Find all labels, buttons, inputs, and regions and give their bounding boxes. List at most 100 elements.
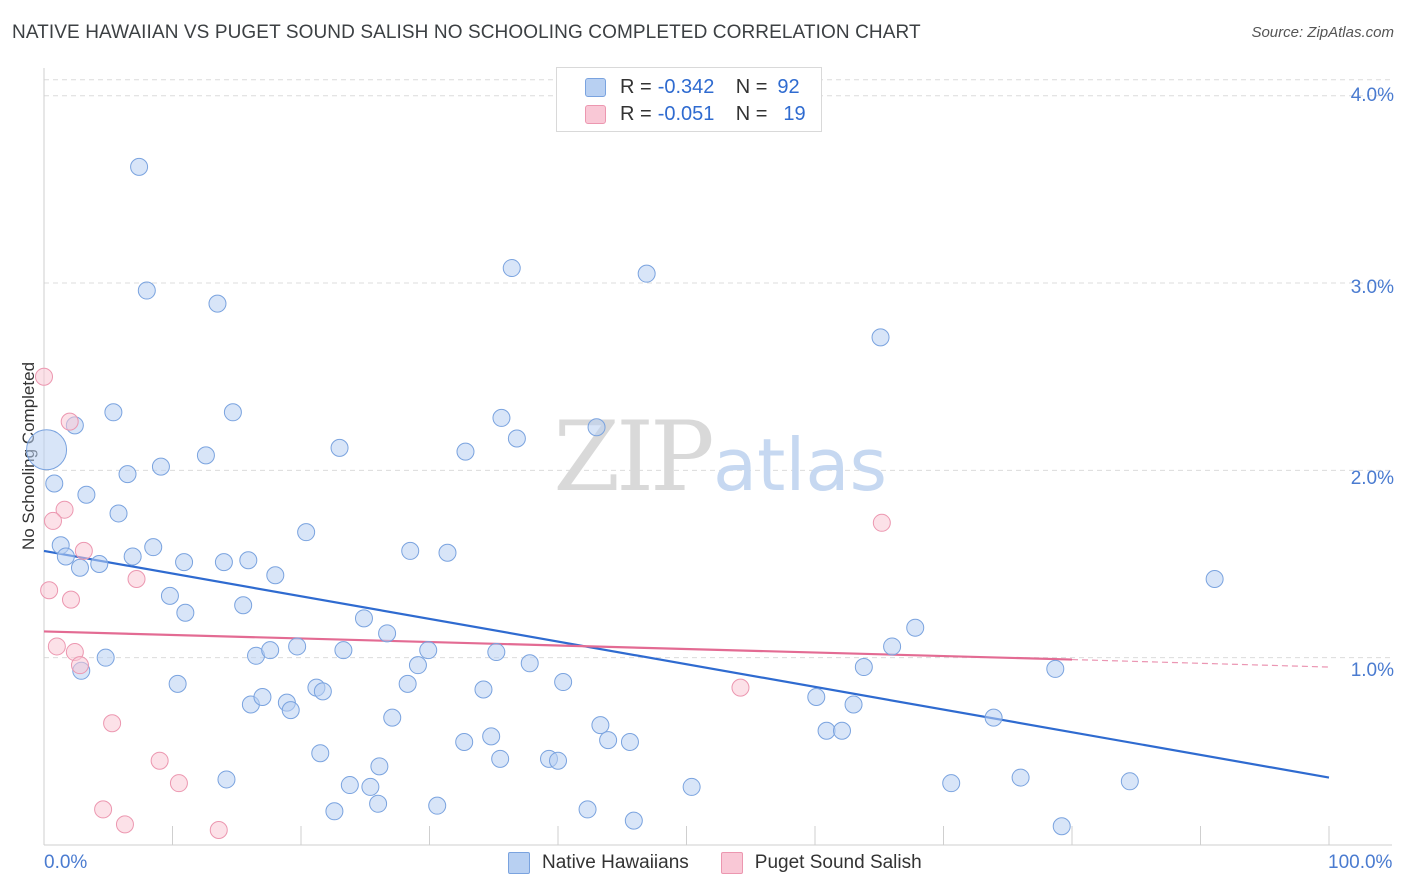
legend-swatch-native-hawaiians [508,852,530,874]
data-point [160,586,179,605]
data-point [26,429,68,471]
data-point [354,609,373,628]
data-point [103,714,122,733]
data-point [1052,817,1071,836]
correlation-stats-box: R = -0.342 N = 92 R = -0.051 N = 19 [556,67,822,132]
trend-line [43,630,1073,661]
data-point [1011,768,1030,787]
data-point [56,547,75,566]
data-point [137,281,156,300]
trend-line [43,549,1330,779]
series-legend: Native Hawaiians Puget Sound Salish [508,852,954,874]
data-point [578,800,597,819]
watermark-atlas: atlas [713,423,887,507]
data-point [854,658,873,677]
chart-source: Source: ZipAtlas.com [1251,24,1394,41]
r-label: R = [620,102,652,125]
data-point [196,446,215,465]
data-point [176,603,195,622]
data-point [428,796,447,815]
data-point [807,688,826,707]
trend-line-extension [1071,658,1330,668]
data-point [297,523,316,542]
data-point [253,688,272,707]
data-point [492,408,511,427]
data-point [491,749,510,768]
legend-item-puget-sound-salish[interactable]: Puget Sound Salish [720,852,922,874]
data-point [175,553,194,572]
data-point [261,641,280,660]
data-point [40,581,59,600]
data-point [144,538,163,557]
data-point [906,618,925,637]
data-point [587,418,606,437]
data-point [208,294,227,313]
y-tick-label: 2.0% [1350,468,1394,489]
data-point [77,485,96,504]
data-point [370,757,389,776]
data-point [883,637,902,656]
r-label: R = [620,75,652,98]
data-point [47,637,66,656]
legend-swatch-pink [585,104,606,124]
data-point [61,590,80,609]
data-point [872,513,891,532]
watermark-zip: ZIP [553,401,712,513]
y-tick-label: 3.0% [1350,277,1394,298]
legend-item-native-hawaiians[interactable]: Native Hawaiians [508,852,689,874]
data-point [832,721,851,740]
data-point [438,543,457,562]
data-point [398,674,417,693]
data-point [90,555,109,574]
data-point [599,731,618,750]
r-value: -0.051 [657,102,715,125]
data-point [474,680,493,699]
data-point [334,641,353,660]
data-point [43,511,62,530]
data-point [817,721,836,740]
data-point [239,551,258,570]
data-point [104,403,123,422]
n-value: 92 [777,75,800,98]
data-point [624,811,643,830]
legend-swatch-blue [585,77,606,97]
data-point [408,656,427,675]
data-point [74,541,93,560]
data-point [70,558,89,577]
data-point [223,403,242,422]
data-point [455,732,474,751]
data-point [123,547,142,566]
data-point [151,457,170,476]
data-point [281,701,300,720]
y-tick-label: 1.0% [1350,660,1394,681]
data-point [591,716,610,735]
n-label: N = [735,102,768,125]
legend-swatch-puget-sound-salish [720,852,743,874]
data-point [419,641,438,660]
legend-label: Puget Sound Salish [754,852,922,873]
data-point [361,777,380,796]
data-point [115,815,134,834]
data-point [554,673,573,692]
data-point [507,429,526,448]
data-point [266,566,285,585]
data-point [871,328,890,347]
data-point [311,744,330,763]
x-tick-label-min: 0.0% [44,852,88,873]
data-point [214,553,233,572]
r-value: -0.342 [657,75,715,98]
data-point [168,674,187,693]
data-point [55,500,74,519]
chart-title: NATIVE HAWAIIAN VS PUGET SOUND SALISH NO… [12,22,921,43]
data-point [150,751,169,770]
stats-row-puget-sound-salish: R = -0.051 N = 19 [557,101,806,127]
data-point [844,695,863,714]
data-point [520,654,539,673]
y-tick-label: 4.0% [1350,85,1394,106]
data-point [502,259,521,278]
data-point [401,541,420,560]
data-point [549,751,567,770]
data-point [984,708,1003,727]
data-point [1120,772,1139,791]
